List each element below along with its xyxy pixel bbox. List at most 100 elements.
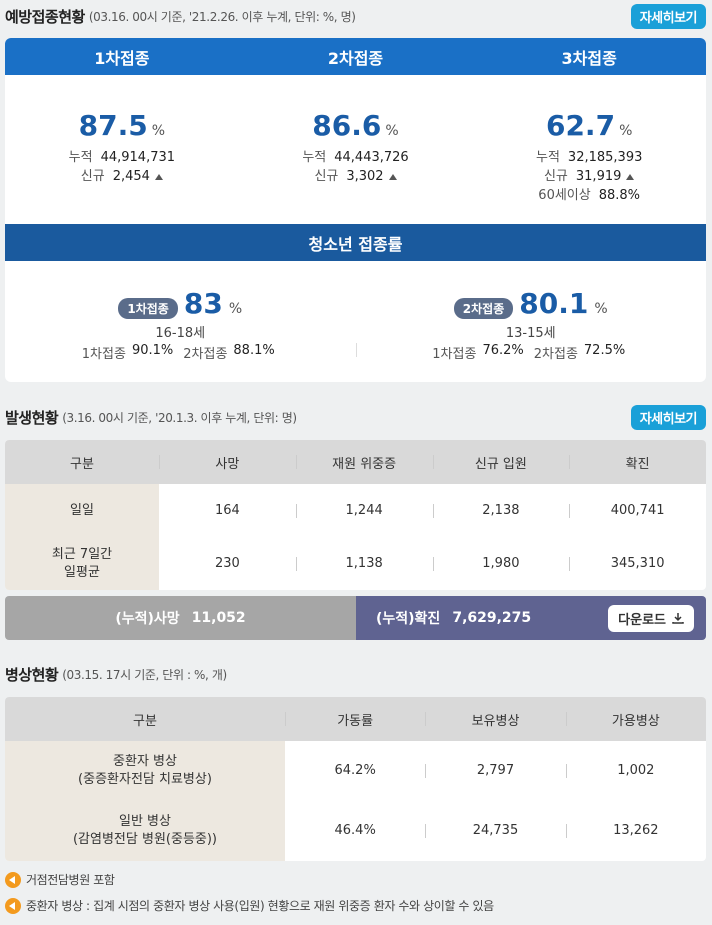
unit: % [594,301,608,317]
section-note: (03.15. 17시 기준, 단위 : %, 개) [62,667,227,682]
summary-death: (누적)사망 11,052 [5,596,356,640]
summary-value: 7,629,275 [452,610,532,626]
rate: 87.5 [78,109,148,142]
footnote-text: 중환자 병상 : 집계 시점의 중환자 병상 사용(입원) 현황으로 재원 위중… [26,899,494,913]
summary-bar: (누적)사망 11,052 (누적)확진 7,629,275 다운로드 [5,596,706,640]
row-label: 60세이상 [538,188,591,203]
rate-line: 62.7% [546,109,632,142]
row-label: 누적 [68,150,93,165]
rate: 86.6 [312,109,382,142]
header-cell: 사망 [159,440,296,484]
header-cell: 확진 [569,440,706,484]
dose: 86.6% 누적 44,443,726 신규 3,302 [239,75,473,224]
table-cell: 2,797 [425,741,565,801]
table-row: 중환자 병상 (중증환자전담 치료병상) 64.2% 2,797 1,002 [5,741,706,801]
age-range: 13-15세 [505,326,556,341]
unit: % [619,123,633,139]
row-value: 31,919 [575,169,622,184]
rate: 83 [183,287,223,320]
table-cell: 1,138 [295,537,433,590]
dose-row: 신규 2,454 [81,167,163,186]
row-label: 신규 [314,169,339,184]
row-value: 32,185,393 [567,150,643,165]
table-cell: 64.2% [334,763,376,778]
detail-button[interactable]: 자세히보기 [630,3,706,29]
up-arrow [154,173,163,180]
summary-confirmed: (누적)확진 7,629,275 다운로드 [356,596,706,640]
rate-line: 86.6% [312,109,398,142]
row-value: 44,443,726 [334,150,409,165]
dose-header-bar: 1차접종 2차접종 3차접종 [5,38,706,75]
table-cell: 1,244 [295,484,433,537]
outbreak-table-card: 구분 사망 재원 위중증 신규 입원 확진 일일 164 1,244 2,138 400,741 최… [5,440,706,590]
vaccination-header: 예방접종현황 (03.16. 00시 기준, '21.2.26. 이후 누계, … [5,2,706,30]
detail-button[interactable]: 자세히보기 [630,404,706,430]
dose-row: 60세이상 88.8% [538,186,640,205]
table-row: 최근 7일간 일평균 230 1,138 1,980 345,310 [5,537,706,590]
table-cell: 13,262 [565,801,706,861]
row-label: 신규 [543,169,568,184]
table-cell: 1,980 [432,537,570,590]
table-cell: 일일 [5,484,159,537]
header-row: 구분 사망 재원 위중증 신규 입원 확진 [5,440,706,484]
table-cell: 164 [214,502,240,518]
table-cell: 24,735 [425,801,565,861]
table-cell: 2,138 [432,484,570,537]
dose-row: 누적 44,443,726 [302,148,408,167]
header-cell: 구분 [5,697,285,741]
header-cell: 보유병상 [425,697,566,741]
table-row: 일일 164 1,244 2,138 400,741 [5,484,706,537]
dose-label: 1차접종 [94,48,150,68]
teen-group: 1차접종 83% 16-18세 1차접종 90.1% 2차접종 88.1% [5,261,356,382]
badge: 2차접종 [453,298,514,319]
table-cell: 중환자 병상 (중증환자전담 치료병상) [5,741,285,801]
table-cell: 230 [214,555,240,571]
speaker-icon [5,897,21,914]
detail-label: 1차접종 [81,347,126,362]
header-cell: 가용병상 [565,697,706,741]
outbreak-header: 발생현황 (3.16. 00시 기준, '20.1.3. 이후 누계, 단위: … [5,403,706,431]
header-cell: 가동률 [285,697,426,741]
download-button[interactable]: 다운로드 [608,604,694,632]
summary-value: 11,052 [191,610,246,626]
rate: 80.1 [519,287,589,320]
section-title: 병상현황 [5,665,59,684]
header-row: 구분 가동률 보유병상 가용병상 [5,697,706,741]
teen-rate-line: 2차접종 80.1% [453,287,608,320]
beds-table: 구분 가동률 보유병상 가용병상 중환자 병상 (중증환자전담 치료병상) 64.2% 2,… [5,697,706,861]
row-label: 누적 [536,150,560,165]
section-note: (3.16. 00시 기준, '20.1.3. 이후 누계, 단위: 명) [62,410,297,425]
teen-list: 1차접종 83% 16-18세 1차접종 90.1% 2차접종 88.1% 2차접종 80.1%… [5,261,706,382]
age-range: 16-18세 [155,326,206,341]
dose: 87.5% 누적 44,914,731 신규 2,454 [5,75,239,224]
outbreak-table: 구분 사망 재원 위중증 신규 입원 확진 일일 164 1,244 2,138 400,741 최… [5,440,706,590]
dose-row: 누적 32,185,393 [536,148,642,167]
row-value: 3,302 [346,169,384,184]
beds-table-card: 구분 가동률 보유병상 가용병상 중환자 병상 (중증환자전담 치료병상) 64.2% 2,… [5,697,706,861]
row-value: 88.8% [598,188,641,203]
dose-row: 신규 3,302 [314,167,397,186]
up-arrow [626,173,635,180]
dose-list: 87.5% 누적 44,914,731 신규 2,454 86.6% 누적 44,443,72… [5,75,706,224]
row-label: 누적 [302,150,327,165]
vaccination-card: 1차접종 2차접종 3차접종 87.5% 누적 44,914,731 신규 2,454 86.… [5,38,706,382]
up-arrow [388,173,397,180]
teen-group: 2차접종 80.1% 13-15세 1차접종 76.2% 2차접종 72.5% [355,261,707,382]
table-cell: 46.4% [334,823,376,838]
section-title: 발생현황 [5,408,59,427]
detail-label: 2차접종 [183,347,228,362]
detail-value: 88.1% [233,343,275,358]
detail-value: 76.2% [482,343,524,358]
section-title: 예방접종현황 [5,7,85,26]
download-icon [672,613,684,624]
table-cell: 일반 병상 (감염병전담 병원(중등중)) [5,801,285,861]
rate: 62.7 [545,109,616,142]
table-cell: 400,741 [569,484,706,537]
teen-details: 1차접종 90.1% 2차접종 88.1% [82,343,279,362]
table-cell: 최근 7일간 일평균 [5,537,159,590]
summary-label: (누적)확진 [376,611,441,627]
detail-value: 90.1% [131,343,174,358]
download-label: 다운로드 [618,612,666,628]
detail-label: 1차접종 [432,347,477,362]
